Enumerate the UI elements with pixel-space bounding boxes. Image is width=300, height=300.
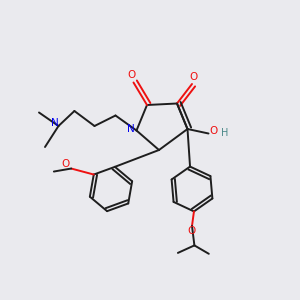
Text: O: O bbox=[128, 70, 136, 80]
Text: N: N bbox=[127, 124, 135, 134]
Text: O: O bbox=[210, 126, 218, 136]
Text: O: O bbox=[61, 159, 69, 169]
Text: O: O bbox=[188, 226, 196, 236]
Text: N: N bbox=[51, 118, 59, 128]
Text: O: O bbox=[189, 71, 198, 82]
Text: H: H bbox=[221, 128, 229, 138]
